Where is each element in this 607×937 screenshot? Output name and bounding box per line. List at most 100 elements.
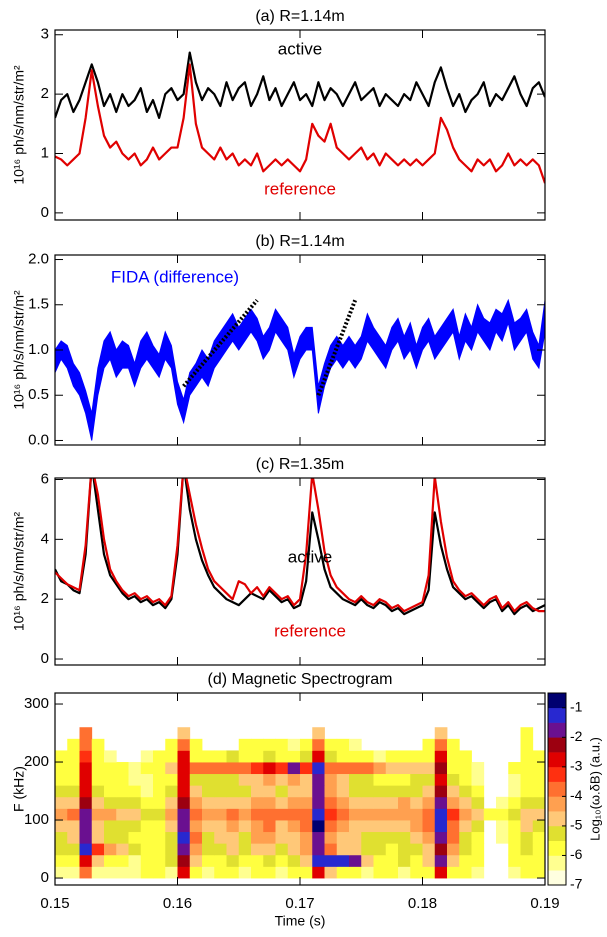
heatmap-cell: [508, 831, 521, 844]
heatmap-cell: [324, 773, 338, 786]
y-axis-label: 10¹⁶ ph/s/nm/str/m²: [11, 65, 27, 185]
heatmap-cell: [459, 831, 472, 844]
y-tick-label: 200: [24, 753, 49, 770]
heatmap-cell: [91, 820, 105, 833]
heatmap-cell: [434, 727, 448, 740]
heatmap-cell: [263, 820, 276, 833]
x-axis-label: Time (s): [275, 913, 326, 929]
heatmap-cell: [202, 854, 215, 867]
heatmap-cell: [55, 796, 68, 809]
heatmap-cell: [398, 843, 411, 856]
heatmap-cell: [263, 738, 276, 751]
heatmap-cell: [398, 796, 411, 809]
heatmap-cell: [238, 820, 252, 833]
heatmap-cell: [434, 785, 448, 798]
colorbar-tick-label: -5: [570, 817, 583, 833]
heatmap-cell: [67, 796, 80, 809]
heatmap-cell: [336, 866, 350, 879]
heatmap-cell: [275, 762, 289, 775]
heatmap-cell: [447, 808, 460, 821]
heatmap-cell: [361, 808, 374, 821]
heatmap-cell: [287, 843, 301, 856]
heatmap-cell: [104, 750, 117, 763]
heatmap-cell: [349, 785, 362, 798]
heatmap-cell: [324, 750, 338, 763]
heatmap-cell: [520, 796, 534, 809]
heatmap-cell: [116, 854, 129, 867]
heatmap-cell: [79, 796, 93, 809]
heatmap-cell: [165, 866, 178, 879]
data-line: [55, 63, 545, 184]
heatmap-cell: [140, 854, 154, 867]
heatmap-cell: [104, 831, 117, 844]
heatmap-cell: [214, 866, 227, 879]
heatmap-cell: [177, 762, 191, 775]
heatmap-cell: [214, 785, 227, 798]
heatmap-cell: [471, 843, 485, 856]
heatmap-cell: [79, 738, 93, 751]
heatmap-cell: [263, 773, 276, 786]
heatmap-cell: [116, 785, 129, 798]
heatmap-cell: [361, 843, 374, 856]
heatmap-cell: [336, 738, 350, 751]
heatmap-cell: [508, 796, 521, 809]
heatmap-cell: [336, 808, 350, 821]
heatmap-cell: [459, 866, 472, 879]
heatmap-cell: [79, 727, 93, 740]
heatmap-cell: [434, 796, 448, 809]
heatmap-cell: [410, 773, 423, 786]
heatmap-cell: [153, 808, 166, 821]
heatmap-cell: [202, 785, 215, 798]
heatmap-cell: [275, 831, 289, 844]
heatmap-cell: [300, 773, 313, 786]
x-tick-label: 0.18: [408, 895, 437, 912]
heatmap-cell: [447, 796, 460, 809]
heatmap-cell: [300, 796, 313, 809]
heatmap-cell: [312, 808, 325, 821]
heatmap-cell: [189, 820, 203, 833]
heatmap-cell: [300, 820, 313, 833]
y-tick-label: 1: [41, 144, 49, 161]
heatmap-cell: [238, 762, 252, 775]
y-tick-label: 1.0: [28, 341, 49, 358]
heatmap-cell: [128, 796, 142, 809]
chart-title: (b) R=1.14m: [255, 233, 344, 250]
y-tick-label: 300: [24, 695, 49, 712]
heatmap-cell: [508, 820, 521, 833]
heatmap-cell: [67, 750, 80, 763]
heatmap-cell: [336, 762, 350, 775]
heatmap-cell: [361, 831, 374, 844]
heatmap-cell: [373, 808, 387, 821]
heatmap-cell: [532, 866, 545, 879]
heatmap-cell: [202, 773, 215, 786]
heatmap-cell: [116, 866, 129, 879]
heatmap-cell: [226, 785, 240, 798]
heatmap-cell: [226, 866, 240, 879]
heatmap-cell: [459, 785, 472, 798]
colorbar-tick-label: -1: [570, 698, 583, 714]
heatmap-cell: [324, 820, 338, 833]
heatmap-cell: [312, 831, 325, 844]
heatmap-cell: [67, 820, 80, 833]
heatmap-cell: [116, 762, 129, 775]
heatmap-cell: [165, 762, 178, 775]
heatmap-cell: [532, 762, 545, 775]
heatmap-cell: [165, 808, 178, 821]
heatmap-cell: [153, 796, 166, 809]
heatmap-cell: [434, 762, 448, 775]
x-tick-label: 0.19: [530, 895, 559, 912]
heatmap-cell: [361, 854, 374, 867]
heatmap-cell: [165, 738, 178, 751]
x-tick-label: 0.15: [40, 895, 69, 912]
heatmap-cell: [116, 820, 129, 833]
heatmap-cell: [508, 762, 521, 775]
heatmap-cell: [238, 738, 252, 751]
heatmap-cell: [67, 854, 80, 867]
heatmap-cell: [165, 796, 178, 809]
colorbar-swatch: [548, 693, 566, 709]
heatmap-cell: [471, 866, 485, 879]
heatmap-cell: [263, 866, 276, 879]
heatmap-cell: [55, 785, 68, 798]
heatmap-cell: [434, 773, 448, 786]
colorbar-tick-label: -4: [570, 787, 583, 803]
